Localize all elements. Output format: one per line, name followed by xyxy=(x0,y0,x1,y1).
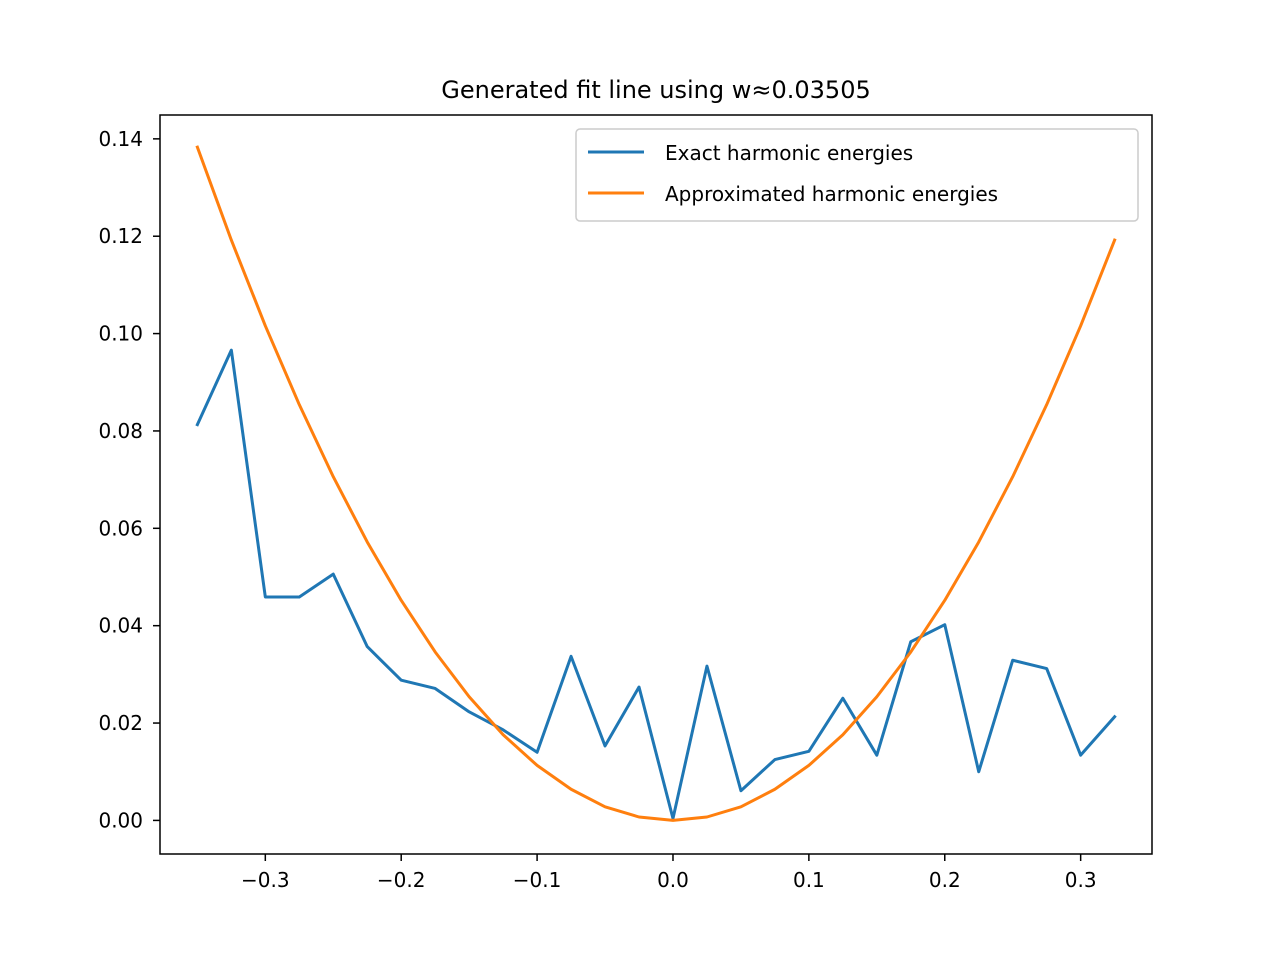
y-tick-label: 0.14 xyxy=(98,127,143,151)
x-tick-label: −0.2 xyxy=(377,868,426,892)
plot-frame xyxy=(159,114,1153,855)
x-tick-label: 0.3 xyxy=(1065,868,1097,892)
y-tick-label: 0.10 xyxy=(98,322,143,346)
y-tick-label: 0.12 xyxy=(98,224,143,248)
series-line-approximated xyxy=(195,145,1117,822)
y-tick-label: 0.00 xyxy=(98,808,143,832)
legend-box xyxy=(575,128,1139,222)
x-tick-label: 0.2 xyxy=(929,868,961,892)
series-layer xyxy=(195,145,1117,822)
x-tick-label: −0.3 xyxy=(241,868,290,892)
legend-label-approx: Approximated harmonic energies xyxy=(665,182,998,206)
legend: Exact harmonic energies Approximated har… xyxy=(575,128,1139,222)
y-tick-label: 0.06 xyxy=(98,516,143,540)
y-tick-label: 0.04 xyxy=(98,614,143,638)
chart-title: Generated fit line using w≈0.03505 xyxy=(441,76,871,104)
legend-label-exact: Exact harmonic energies xyxy=(665,141,913,165)
y-axis: 0.00 0.02 0.04 0.06 0.08 0.10 0.12 0.14 xyxy=(98,127,160,832)
x-tick-label: 0.0 xyxy=(657,868,689,892)
x-tick-label: −0.1 xyxy=(513,868,562,892)
x-tick-label: 0.1 xyxy=(793,868,825,892)
y-tick-label: 0.02 xyxy=(98,711,143,735)
y-tick-label: 0.08 xyxy=(98,419,143,443)
x-axis: −0.3 −0.2 −0.1 0.0 0.1 0.2 0.3 xyxy=(241,854,1097,892)
series-line-exact xyxy=(195,348,1117,820)
